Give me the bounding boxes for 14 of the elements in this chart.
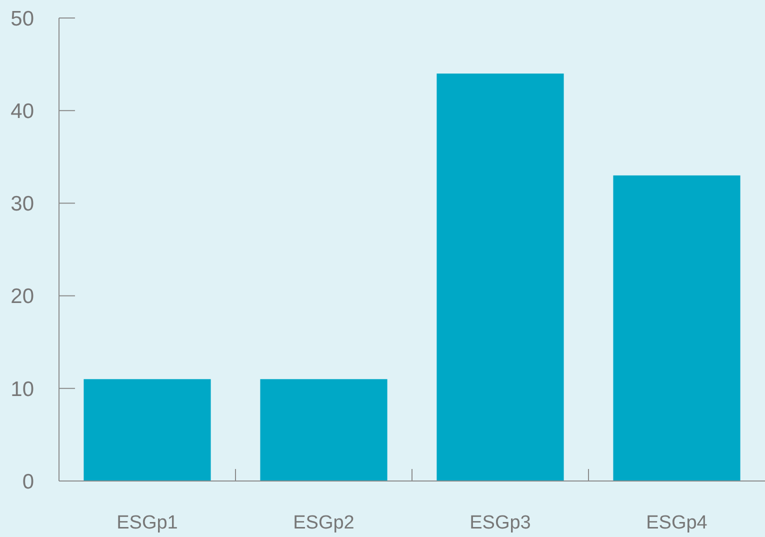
- y-tick-label: 40: [10, 100, 34, 123]
- x-tick-label: ESGp4: [646, 512, 708, 534]
- y-tick-label: 0: [22, 470, 34, 494]
- bar: [613, 175, 740, 481]
- y-tick-label: 20: [10, 285, 34, 308]
- bar: [436, 74, 564, 481]
- x-tick-label: ESGp3: [470, 512, 531, 534]
- x-tick-label: ESGp1: [116, 512, 178, 534]
- bar: [84, 379, 211, 481]
- y-tick-label: 50: [10, 7, 34, 30]
- y-tick-label: 30: [10, 192, 34, 216]
- y-tick-label: 10: [10, 378, 34, 401]
- bar: [260, 379, 388, 481]
- x-tick-label: ESGp2: [293, 512, 354, 534]
